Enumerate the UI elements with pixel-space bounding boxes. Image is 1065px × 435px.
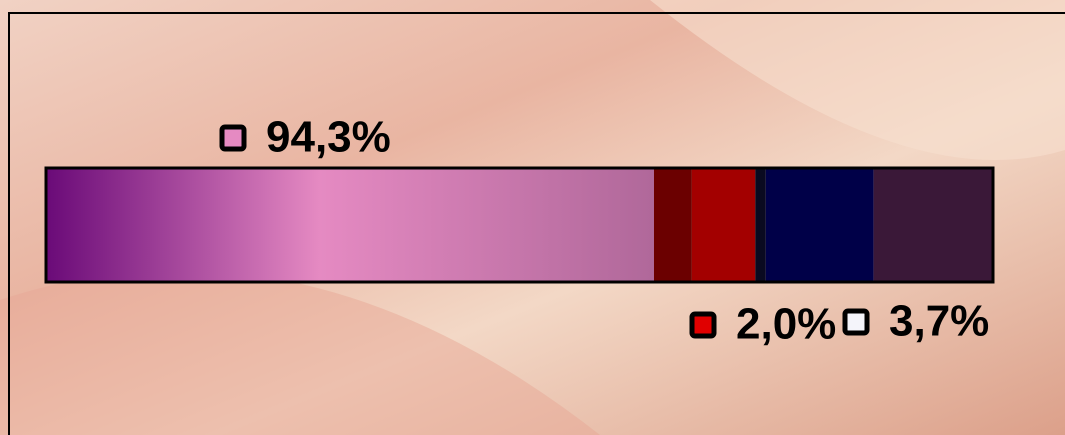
bar-segment bbox=[874, 168, 993, 282]
bar-segment bbox=[755, 168, 765, 282]
bar-segment bbox=[46, 168, 654, 282]
bar-segment bbox=[766, 168, 874, 282]
bar-segment bbox=[654, 168, 692, 282]
bar-segment bbox=[692, 168, 755, 282]
label-marker bbox=[222, 127, 244, 149]
data-label: 3,7% bbox=[889, 297, 989, 346]
label-marker bbox=[692, 314, 714, 336]
data-label: 94,3% bbox=[266, 113, 391, 162]
page: 94,3%2,0%3,7% (() => { const data = JSON… bbox=[0, 0, 1065, 435]
chart: 94,3% 2,0% 3,7% bbox=[0, 0, 1065, 435]
data-label: 2,0% bbox=[736, 300, 836, 349]
label-marker bbox=[845, 311, 867, 333]
